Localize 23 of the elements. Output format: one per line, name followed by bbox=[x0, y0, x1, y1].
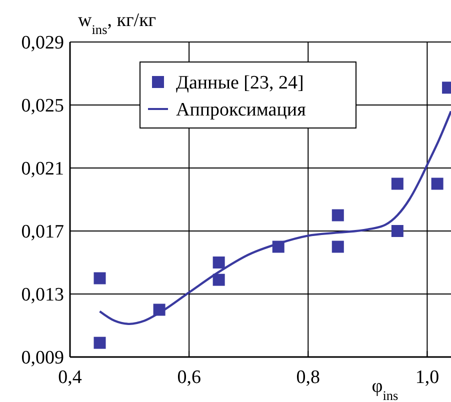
x-tick-label: 0,4 bbox=[58, 367, 82, 388]
point bbox=[391, 178, 404, 190]
y-tick-label: 0,009 bbox=[21, 348, 64, 369]
point bbox=[212, 256, 225, 268]
point bbox=[94, 336, 106, 349]
point bbox=[391, 225, 404, 237]
point bbox=[332, 209, 344, 222]
legend-label: Аппроксимация bbox=[176, 100, 306, 121]
y-tick-label: 0,029 bbox=[21, 32, 64, 54]
point bbox=[94, 272, 106, 284]
y-tick-label: 0,017 bbox=[21, 222, 64, 243]
point bbox=[431, 178, 444, 190]
x-tick-label: 0,8 bbox=[296, 367, 320, 388]
x-tick-label: 0,6 bbox=[177, 367, 201, 388]
point bbox=[212, 274, 225, 286]
y-tick-label: 0,013 bbox=[21, 284, 64, 306]
legend-label: Данные [23, 24] bbox=[176, 72, 304, 94]
x-axis-title: φ$_{ins}$ bbox=[372, 376, 398, 402]
y-axis-title: w$_{ins}$, кг/кг bbox=[78, 10, 156, 36]
y-tick-label: 0,025 bbox=[21, 96, 64, 117]
y-tick-label: 0,021 bbox=[21, 158, 64, 180]
point bbox=[332, 240, 344, 253]
x-tick-label: 1,0 bbox=[415, 367, 440, 388]
